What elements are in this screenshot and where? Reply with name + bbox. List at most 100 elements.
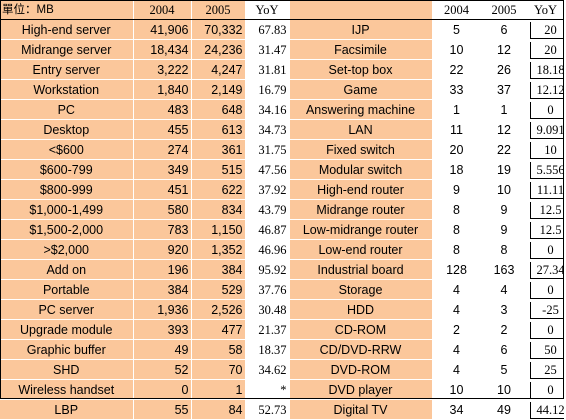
right-yoy-cell: 12.12 bbox=[527, 79, 565, 100]
right-yoy: 0 bbox=[529, 101, 563, 119]
table-row: Upgrade module 393 477 21.37 CD-ROM 2 2 0 bbox=[0, 319, 565, 340]
right-product-name: Midrange router bbox=[289, 199, 433, 220]
table-row: Add on 196 384 95.92 Industrial board 128 163 2… bbox=[0, 259, 565, 280]
right-product-name: HDD bbox=[289, 299, 433, 320]
table-row: >$2,000 920 1,352 46.96 Low-end router 8 8 0 bbox=[0, 239, 565, 260]
right-value-2005: 9 bbox=[481, 219, 528, 240]
right-yoy: 18.18 bbox=[529, 61, 563, 79]
right-product-name: CD-ROM bbox=[289, 319, 433, 340]
right-value-2004: 20 bbox=[432, 139, 482, 160]
left-yoy: 31.81 bbox=[245, 59, 290, 80]
left-value-2005: 648 bbox=[191, 99, 246, 120]
table-row: Graphic buffer 49 58 18.37 CD/DVD-RRW 4 6 50 bbox=[0, 339, 565, 360]
table-row: Portable 384 529 37.76 Storage 4 4 0 bbox=[0, 279, 565, 300]
left-value-2005: 1,150 bbox=[191, 219, 246, 240]
right-product-name: Set-top box bbox=[289, 59, 433, 80]
right-value-2005: 163 bbox=[481, 259, 528, 280]
left-product-name: PC bbox=[0, 99, 134, 120]
right-value-2004: 34 bbox=[432, 399, 482, 420]
left-yoy: 34.16 bbox=[245, 99, 290, 120]
right-yoy: 25 bbox=[529, 361, 563, 379]
right-product-name: CD/DVD-RRW bbox=[289, 339, 433, 360]
right-yoy-cell: 44.12 bbox=[527, 399, 565, 420]
right-value-2004: 2 bbox=[432, 319, 482, 340]
left-value-2005: 2,149 bbox=[191, 79, 246, 100]
right-product-name: High-end router bbox=[289, 179, 433, 200]
table-row: $1,000-1,499 580 834 43.79 Midrange router 8 9… bbox=[0, 199, 565, 220]
left-value-2005: 4,247 bbox=[191, 59, 246, 80]
left-product-name: Graphic buffer bbox=[0, 339, 134, 360]
left-product-name: PC server bbox=[0, 299, 134, 320]
left-value-2004: 55 bbox=[133, 399, 192, 420]
right-yoy-cell: 9.091 bbox=[527, 119, 565, 140]
left-value-2004: 274 bbox=[133, 139, 192, 160]
right-product-name: Facsimile bbox=[289, 39, 433, 60]
right-yoy-cell: 20 bbox=[527, 39, 565, 60]
right-value-2004: 1 bbox=[432, 99, 482, 120]
right-yoy: 50 bbox=[529, 341, 563, 359]
right-product-name: Answering machine bbox=[289, 99, 433, 120]
right-yoy: 0 bbox=[529, 281, 563, 299]
right-value-2004: 5 bbox=[432, 19, 482, 40]
left-value-2004: 49 bbox=[133, 339, 192, 360]
right-yoy-cell: -25 bbox=[527, 299, 565, 320]
right-value-2005: 12 bbox=[481, 119, 528, 140]
header-yoy-left: YoY bbox=[245, 0, 290, 20]
left-product-name: Desktop bbox=[0, 119, 134, 140]
left-product-name: Midrange server bbox=[0, 39, 134, 60]
table-row: Workstation 1,840 2,149 16.79 Game 33 37 12.12 bbox=[0, 79, 565, 100]
left-yoy: 46.96 bbox=[245, 239, 290, 260]
right-yoy: -25 bbox=[529, 301, 563, 319]
right-yoy-cell: 0 bbox=[527, 99, 565, 120]
right-value-2004: 33 bbox=[432, 79, 482, 100]
header-row: 單位：MB 2004 2005 YoY 2004 2005 YoY bbox=[0, 0, 565, 20]
left-yoy: 31.47 bbox=[245, 39, 290, 60]
right-yoy: 20 bbox=[529, 21, 563, 39]
right-yoy-cell: 50 bbox=[527, 339, 565, 360]
right-yoy-cell: 0 bbox=[527, 279, 565, 300]
right-value-2004: 8 bbox=[432, 199, 482, 220]
table-row: $600-799 349 515 47.56 Modular switch 18 19 5.5… bbox=[0, 159, 565, 180]
left-product-name: <$600 bbox=[0, 139, 134, 160]
right-value-2005: 1 bbox=[481, 99, 528, 120]
right-value-2005: 19 bbox=[481, 159, 528, 180]
right-yoy: 11.11 bbox=[529, 181, 563, 199]
right-product-name: IJP bbox=[289, 19, 433, 40]
left-value-2005: 70 bbox=[191, 359, 246, 380]
right-value-2004: 10 bbox=[432, 39, 482, 60]
right-value-2005: 5 bbox=[481, 359, 528, 380]
left-yoy: 34.62 bbox=[245, 359, 290, 380]
left-value-2004: 0 bbox=[133, 379, 192, 400]
left-value-2004: 783 bbox=[133, 219, 192, 240]
right-product-name: Industrial board bbox=[289, 259, 433, 280]
right-value-2005: 22 bbox=[481, 139, 528, 160]
right-value-2004: 22 bbox=[432, 59, 482, 80]
right-value-2004: 18 bbox=[432, 159, 482, 180]
right-yoy-cell: 18.18 bbox=[527, 59, 565, 80]
left-product-name: Add on bbox=[0, 259, 134, 280]
left-yoy: 34.73 bbox=[245, 119, 290, 140]
right-value-2005: 2 bbox=[481, 319, 528, 340]
left-yoy: 67.83 bbox=[245, 19, 290, 40]
right-yoy-cell: 12.5 bbox=[527, 219, 565, 240]
left-value-2005: 515 bbox=[191, 159, 246, 180]
left-value-2005: 361 bbox=[191, 139, 246, 160]
right-product-name: DVD-ROM bbox=[289, 359, 433, 380]
right-value-2005: 12 bbox=[481, 39, 528, 60]
right-value-2005: 6 bbox=[481, 339, 528, 360]
right-value-2005: 37 bbox=[481, 79, 528, 100]
table-row: SHD 52 70 34.62 DVD-ROM 4 5 25 bbox=[0, 359, 565, 380]
right-value-2005: 9 bbox=[481, 199, 528, 220]
right-value-2004: 9 bbox=[432, 179, 482, 200]
right-yoy-cell: 5.556 bbox=[527, 159, 565, 180]
right-value-2004: 8 bbox=[432, 239, 482, 260]
left-value-2005: 384 bbox=[191, 259, 246, 280]
left-yoy: 52.73 bbox=[245, 399, 290, 420]
table-row: $1,500-2,000 783 1,150 46.87 Low-midrange ro… bbox=[0, 219, 565, 240]
left-product-name: LBP bbox=[0, 399, 134, 420]
right-value-2005: 49 bbox=[481, 399, 528, 420]
right-value-2004: 4 bbox=[432, 279, 482, 300]
right-value-2004: 4 bbox=[432, 339, 482, 360]
left-product-name: Entry server bbox=[0, 59, 134, 80]
left-yoy: 37.92 bbox=[245, 179, 290, 200]
